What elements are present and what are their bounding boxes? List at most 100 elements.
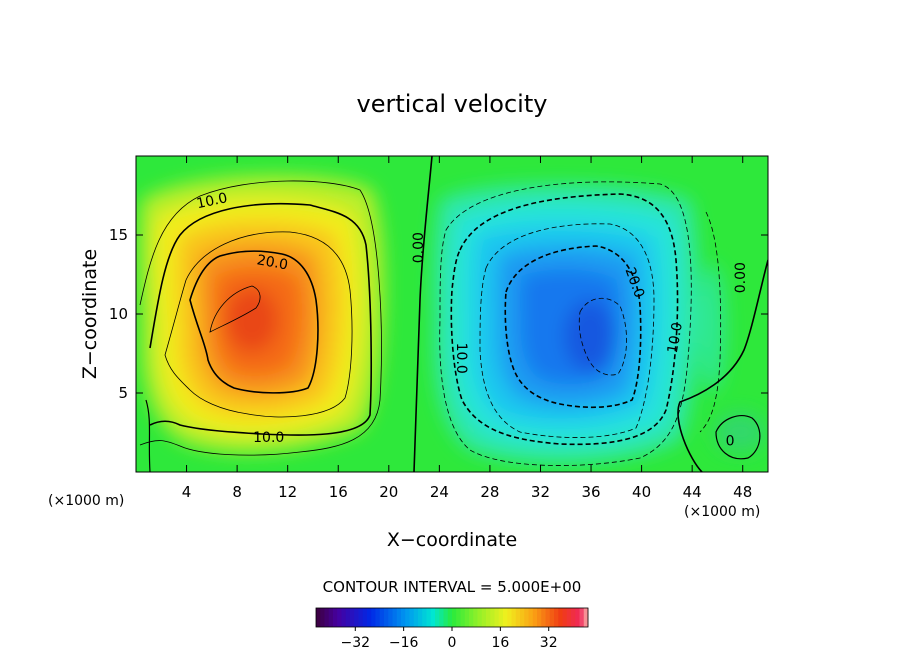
colorbar-segment xyxy=(439,608,444,627)
colorbar-segment xyxy=(486,608,491,627)
colorbar-segment xyxy=(469,608,474,627)
contour-0-left xyxy=(145,399,151,472)
colorbar-tick-label: −16 xyxy=(389,635,419,651)
colorbar-segment xyxy=(562,608,568,627)
colorbar-segment xyxy=(447,608,453,627)
colorbar-segment xyxy=(337,608,342,627)
colorbar-segment xyxy=(320,608,325,627)
colorbar-segment xyxy=(401,608,406,627)
x-tick-label: 8 xyxy=(232,483,242,501)
colorbar-segment xyxy=(507,608,512,627)
colorbar-segment xyxy=(575,608,580,627)
colorbar-segment xyxy=(464,608,470,627)
contour-label: 0 xyxy=(726,433,735,449)
contour-label: 0.00 xyxy=(733,262,749,293)
x-tick-label: 4 xyxy=(182,483,192,501)
chart-title: vertical velocity xyxy=(357,90,548,118)
contour-0-center xyxy=(413,156,433,472)
x-tick-label: 24 xyxy=(430,483,449,501)
downdraft-core xyxy=(564,300,616,372)
colorbar-segment xyxy=(324,608,330,627)
colorbar-segment xyxy=(583,608,589,627)
colorbar-segment xyxy=(549,608,555,627)
colorbar-segment xyxy=(409,608,415,627)
colorbar-segment xyxy=(528,608,534,627)
x-tick-label: 20 xyxy=(379,483,398,501)
contour-label: 0.00 xyxy=(411,232,427,263)
contour-label: 10.0 xyxy=(195,190,229,212)
colorbar-segment xyxy=(413,608,419,627)
colorbar-segment xyxy=(341,608,347,627)
colorbar-segment xyxy=(520,608,525,627)
colorbar-segment xyxy=(371,608,376,627)
x-tick-label: 36 xyxy=(581,483,600,501)
x-axis-ticks: 4 8 12 16 20 24 28 32 36 40 44 48 xyxy=(182,156,752,501)
colorbar-segment xyxy=(362,608,368,627)
colorbar-segment xyxy=(384,608,389,627)
colorbar-segment xyxy=(328,608,334,627)
colorbar-segment xyxy=(388,608,393,627)
x-tick-label: 48 xyxy=(733,483,752,501)
colorbar-segment xyxy=(426,608,432,627)
colorbar-segment xyxy=(477,608,483,627)
colorbar-segment xyxy=(443,608,449,627)
colorbar-ticks: −32 −16 0 16 32 xyxy=(341,627,558,651)
colorbar-segment xyxy=(316,608,321,627)
contour-15 xyxy=(164,231,353,418)
colorbar-segment xyxy=(379,608,385,627)
colorbar-tick-label: 32 xyxy=(540,635,558,651)
x-tick-label: 28 xyxy=(480,483,499,501)
contour-minus-25 xyxy=(578,298,627,376)
colorbar-segment xyxy=(537,608,542,627)
colorbar-segment xyxy=(554,608,559,627)
colorbar-segment xyxy=(558,608,563,627)
colorbar-segment xyxy=(481,608,487,627)
contour-minus-5 xyxy=(439,181,692,466)
colorbar-segment xyxy=(435,608,440,627)
contour-label: 10.0 xyxy=(253,430,284,446)
y-tick-label: 15 xyxy=(109,226,128,244)
colorbar-segment xyxy=(396,608,402,627)
colorbar-segment xyxy=(545,608,551,627)
contour-minus-10 xyxy=(450,193,679,446)
colorbar-segment xyxy=(511,608,517,627)
x-tick-label: 40 xyxy=(632,483,651,501)
colorbar-segment xyxy=(358,608,364,627)
x-unit-label-right: (×1000 m) xyxy=(684,504,760,520)
contour-label: 10.0 xyxy=(665,321,686,354)
y-axis-label: Z−coordinate xyxy=(79,249,101,379)
x-tick-label: 32 xyxy=(531,483,550,501)
plot-area xyxy=(136,156,768,472)
colorbar-segment xyxy=(333,608,338,627)
colorbar-segment xyxy=(498,608,504,627)
colorbar-segment xyxy=(494,608,500,627)
updraft-core xyxy=(226,288,278,352)
colorbar-segment xyxy=(375,608,381,627)
contour-25 xyxy=(209,285,261,333)
contour-interval-label: CONTOUR INTERVAL = 5.000E+00 xyxy=(323,578,582,596)
colorbar-segment xyxy=(503,608,508,627)
colorbar-segment xyxy=(345,608,351,627)
colorbar-segment xyxy=(541,608,546,627)
contour-label: 10.0 xyxy=(453,343,469,374)
positive-contours xyxy=(139,156,768,472)
colorbar-segment xyxy=(392,608,398,627)
colorbar-segment xyxy=(571,608,576,627)
colorbar-tick-label: 0 xyxy=(448,635,457,651)
colorbar-segment xyxy=(452,608,457,627)
colorbar xyxy=(316,608,589,627)
x-axis-label: X−coordinate xyxy=(387,529,517,551)
colorbar-segment xyxy=(456,608,461,627)
lower-right-blob xyxy=(714,412,766,452)
contour-minus-5-right xyxy=(699,211,722,433)
colorbar-segment xyxy=(405,608,410,627)
contour-label: 20.0 xyxy=(256,252,289,273)
colorbar-segment xyxy=(566,608,572,627)
colorbar-segment xyxy=(490,608,495,627)
colorbar-segment xyxy=(515,608,521,627)
colorbar-segment xyxy=(422,608,427,627)
colorbar-segment xyxy=(524,608,529,627)
x-tick-label: 16 xyxy=(329,483,348,501)
contour-20 xyxy=(189,250,319,394)
